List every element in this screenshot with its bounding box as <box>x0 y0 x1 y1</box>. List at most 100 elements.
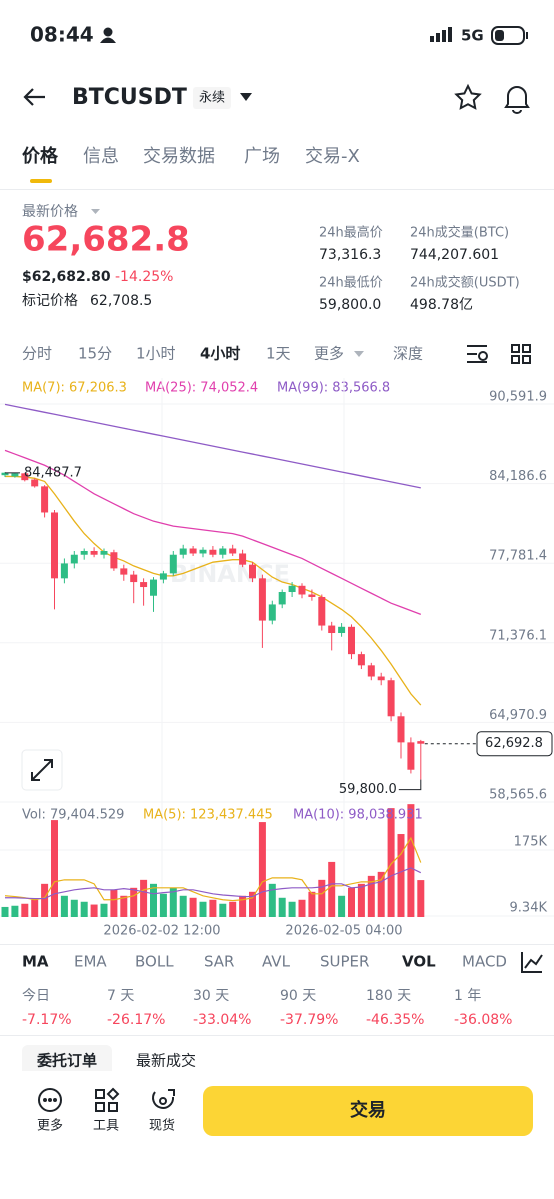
candle-body <box>249 564 256 579</box>
divider <box>0 944 554 945</box>
tab[interactable]: 价格 <box>22 145 59 167</box>
expand-button[interactable] <box>21 749 63 791</box>
back-button[interactable] <box>23 88 45 106</box>
candle-body <box>229 548 237 554</box>
indicator[interactable]: SAR <box>204 953 234 971</box>
volume-bar <box>130 887 138 917</box>
volume-bar <box>150 883 157 917</box>
y-tick-label: 175K <box>514 835 548 850</box>
vol-ma-line <box>5 867 422 900</box>
candle-body <box>298 585 306 595</box>
candle-body <box>90 550 98 555</box>
timeframe[interactable]: 更多 <box>314 345 344 363</box>
symbol-dropdown[interactable] <box>240 93 252 101</box>
stat-value: 744,207.601 <box>410 247 499 263</box>
tools-icon[interactable] <box>95 1087 120 1112</box>
tab-indicator <box>30 179 52 183</box>
nav-label[interactable]: 工具 <box>93 1119 119 1134</box>
trade-button[interactable] <box>203 1086 533 1136</box>
indicator[interactable]: BOLL <box>135 953 174 971</box>
price-label: 最新价格 <box>22 204 78 220</box>
volume-bar <box>169 887 177 917</box>
layout-icon[interactable] <box>511 344 531 364</box>
last-price: 62,682.8 <box>22 220 190 260</box>
volume-bar <box>179 895 187 917</box>
tab[interactable]: 交易数据 <box>143 146 215 167</box>
period-change: -46.35% <box>366 1012 424 1028</box>
period-label: 今日 <box>22 988 50 1004</box>
volume-bar <box>298 899 306 917</box>
timeframe[interactable]: 1天 <box>266 345 291 363</box>
tab[interactable]: 交易-X <box>305 146 360 167</box>
volume-bar <box>367 875 375 917</box>
candle-body <box>169 554 177 574</box>
timeframe[interactable]: 分时 <box>22 345 52 363</box>
candle-body <box>120 568 128 575</box>
volume-bar <box>417 880 425 917</box>
indicator[interactable]: EMA <box>74 953 107 971</box>
y-tick-label: 84,186.6 <box>489 469 547 484</box>
candle-body <box>348 626 355 655</box>
tab[interactable]: 信息 <box>83 146 119 167</box>
candle-body <box>338 626 346 634</box>
signal-icon <box>430 27 452 42</box>
indicator[interactable]: MACD <box>462 953 507 971</box>
tab[interactable]: 广场 <box>244 146 280 167</box>
candle-body <box>199 549 207 554</box>
candle-body <box>288 585 296 593</box>
symbol[interactable]: BTCUSDT <box>72 85 187 110</box>
volume-bar <box>60 895 68 917</box>
candle-body <box>110 552 118 569</box>
more-icon[interactable] <box>38 1088 62 1112</box>
candle-body <box>150 579 157 596</box>
stat-label: 24h最高价 <box>319 225 383 241</box>
indicator-settings[interactable] <box>521 952 543 973</box>
indicator[interactable]: SUPER <box>320 953 369 971</box>
volume-bar <box>308 891 316 917</box>
vol-legend: MA(10): 98,038.931 <box>293 808 423 823</box>
x-tick-label: 2026-02-02 12:00 <box>103 924 220 939</box>
nav-label[interactable]: 更多 <box>37 1118 63 1134</box>
volume-bar <box>338 895 346 917</box>
stat-label: 24h最低价 <box>319 276 383 291</box>
alert-button[interactable] <box>504 86 530 114</box>
price-dropdown[interactable] <box>91 209 100 214</box>
volume-bar <box>387 808 395 917</box>
volume-bar <box>268 883 276 917</box>
indicator[interactable]: AVL <box>262 953 291 971</box>
volume-bar <box>80 901 88 917</box>
timeframe[interactable]: 4小时 <box>200 345 240 363</box>
candle-body <box>278 592 286 605</box>
volume-bar <box>70 899 78 917</box>
candle-body <box>140 582 148 588</box>
timeframe[interactable]: 1小时 <box>136 345 176 363</box>
vol-ma-line <box>4 836 422 902</box>
more-dropdown[interactable] <box>354 351 364 357</box>
ma-line <box>4 403 421 489</box>
candle-body <box>31 479 39 487</box>
period-change: -36.08% <box>454 1012 512 1028</box>
volume-bar <box>229 901 237 917</box>
chart-settings-icon[interactable] <box>467 345 488 363</box>
stat-value: 59,800.0 <box>319 297 381 313</box>
candle-body <box>328 625 336 634</box>
volume-bar <box>318 879 326 917</box>
indicator[interactable]: MA <box>22 953 49 971</box>
order-tab[interactable]: 最新成交 <box>136 1052 196 1070</box>
timeframe[interactable]: 15分 <box>78 345 112 363</box>
trade-button-label[interactable]: 交易 <box>350 1099 386 1121</box>
spot-icon[interactable] <box>152 1089 175 1109</box>
ma-legend: MA(99): 83,566.8 <box>277 381 390 396</box>
nav-label[interactable]: 现货 <box>149 1118 175 1134</box>
candle-body <box>417 741 425 744</box>
timeframe[interactable]: 深度 <box>393 345 423 363</box>
ma-legend: MA(7): 67,206.3 <box>22 381 127 396</box>
period-change: -33.04% <box>193 1012 251 1028</box>
candle-body <box>239 553 247 565</box>
order-tab[interactable]: 委托订单 <box>37 1052 97 1070</box>
y-tick-label: 90,591.9 <box>489 390 547 405</box>
indicator[interactable]: VOL <box>402 953 436 971</box>
contract-badge <box>193 87 231 109</box>
status-time: 08:44 <box>30 23 94 47</box>
favorite-button[interactable] <box>454 83 482 110</box>
